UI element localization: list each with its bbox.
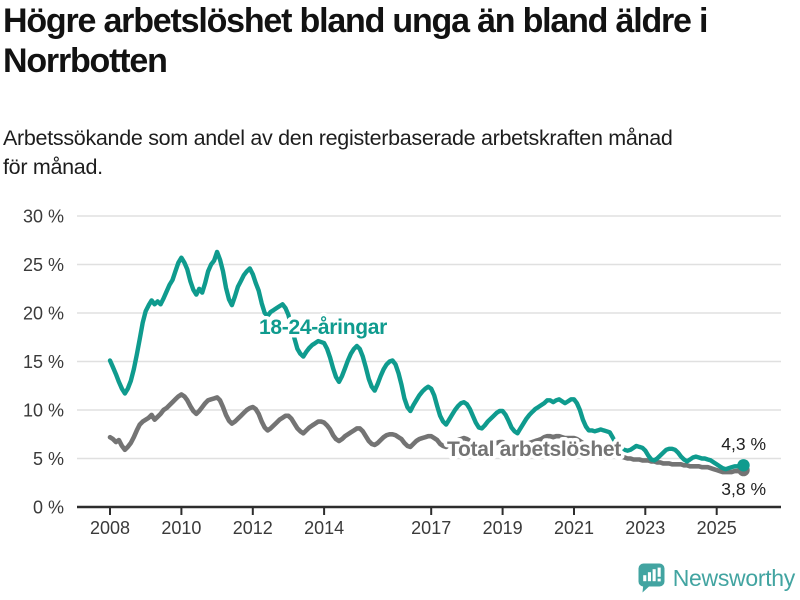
series-label-youth-18-24: 18-24-åringar: [259, 316, 387, 339]
chart-subtitle-line2: för månad.: [3, 155, 103, 179]
annotations: 18-24-åringar Total arbetslöshet 4,3 % 3,8 …: [256, 313, 767, 500]
page-title-line1: Högre arbetslöshet bland unga än bland ä…: [3, 2, 708, 40]
series-lines: [107, 249, 750, 477]
x-tick-label: 2025: [697, 518, 737, 538]
newsworthy-logo-icon: [638, 563, 665, 593]
brand-name: Newsworthy: [672, 564, 796, 591]
x-tick-label: 2008: [90, 518, 130, 538]
logo-bar-2: [647, 572, 651, 582]
y-tick-label: 5 %: [33, 449, 64, 469]
x-tick-label: 2010: [161, 518, 201, 538]
x-tick-label: 2014: [304, 518, 344, 538]
page-title-line2: Norrbotten: [3, 42, 168, 80]
chart-subtitle: Arbetssökande som andel av den registerb…: [3, 124, 797, 182]
page-title: Högre arbetslöshet bland unga än bland ä…: [3, 1, 797, 81]
series-line-youth-18-24: [107, 249, 746, 472]
y-tick-label: 25 %: [23, 255, 64, 275]
x-tick-label: 2012: [233, 518, 273, 538]
logo-bar-3: [652, 569, 656, 582]
y-tick-label: 30 %: [23, 207, 64, 227]
series-label-total: Total arbetslöshet: [447, 438, 621, 461]
end-value-label-youth: 4,3 %: [721, 434, 766, 454]
x-tick-label: 2019: [483, 518, 523, 538]
x-tick-label: 2023: [625, 518, 665, 538]
y-tick-label: 0 %: [33, 498, 64, 518]
y-tick-label: 15 %: [23, 352, 64, 372]
end-value-label-total: 3,8 %: [721, 479, 766, 499]
logo-exclamation-bar: [657, 567, 661, 577]
gridlines: [77, 215, 781, 460]
logo-exclamation-dot: [657, 578, 661, 582]
series-end-dot-youth: [737, 459, 750, 472]
y-axis-tick-labels: 0 % 5 % 10 % 15 % 20 % 25 % 30 %: [23, 207, 64, 518]
y-tick-label: 10 %: [23, 401, 64, 421]
x-tick-label: 2017: [411, 518, 451, 538]
logo-bar-1: [642, 575, 647, 582]
x-axis: 2008 2010 2012 2014 2017 2019 2021 2023 2025: [77, 505, 781, 538]
x-tick-label: 2021: [554, 518, 594, 538]
y-tick-label: 20 %: [23, 304, 64, 324]
series-line-total: [107, 392, 746, 475]
brand-footer: Newsworthy: [638, 563, 795, 593]
chart-subtitle-line1: Arbetssökande som andel av den registerb…: [3, 126, 673, 150]
